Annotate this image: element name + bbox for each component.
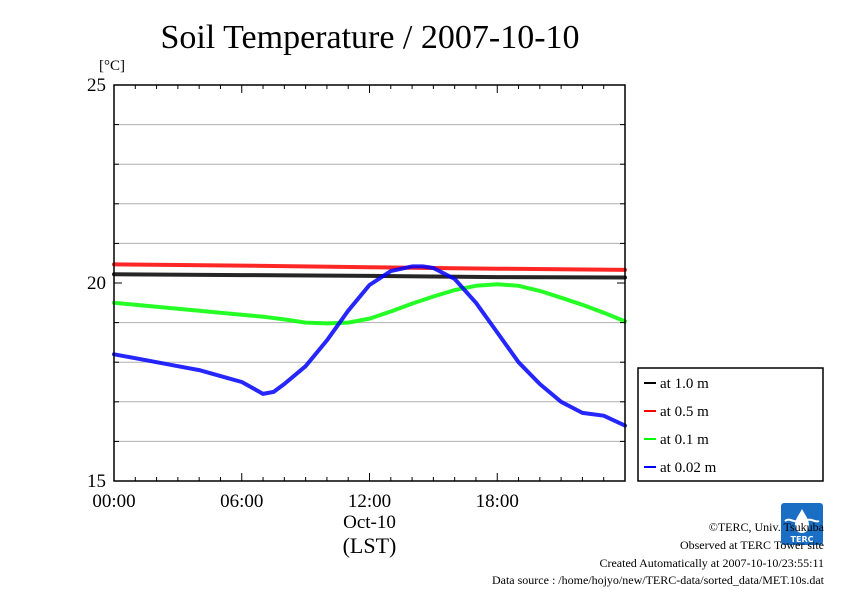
legend-label: at 0.02 m (660, 460, 717, 476)
legend-label: at 0.1 m (660, 432, 709, 448)
series-line (112, 272, 627, 280)
y-tick-label: 20 (87, 273, 106, 294)
legend-box (637, 367, 824, 482)
chart-title: Soil Temperature / 2007-10-10 (160, 19, 579, 56)
legend: at 1.0 m at 0.5 m at 0.1 m at 0.02 m (637, 367, 824, 482)
axis-ticks: 15 20 25 00:00 06:00 12:00 18:00 (87, 75, 626, 512)
series-line (112, 282, 627, 326)
series-lines (112, 262, 627, 428)
data-source-text: Data source : /home/hojyo/new/TERC-data/… (491, 573, 824, 587)
gridlines (114, 124, 625, 442)
x-tick-label: 06:00 (220, 491, 263, 512)
x-axis-label: (LST) (343, 533, 397, 558)
series-line (112, 262, 627, 272)
x-tick-label: 00:00 (92, 491, 135, 512)
legend-label: at 0.5 m (660, 404, 709, 420)
series-line (112, 264, 627, 428)
x-tick-label: 18:00 (476, 491, 519, 512)
y-tick-label: 25 (87, 75, 106, 96)
observed-text: Observed at TERC Tower site (679, 538, 824, 552)
copyright-text: ©TERC, Univ. Tsukuba (708, 520, 824, 534)
x-tick-label: 12:00 (348, 491, 391, 512)
created-text: Created Automatically at 2007-10-10/23:5… (599, 556, 824, 570)
terc-logo: TERC (781, 503, 823, 545)
y-axis-unit-label: [°C] (99, 58, 125, 74)
x-date-label: Oct-10 (343, 512, 396, 533)
logo-text: TERC (791, 535, 814, 544)
y-tick-label: 15 (87, 471, 106, 492)
legend-label: at 1.0 m (660, 376, 709, 392)
